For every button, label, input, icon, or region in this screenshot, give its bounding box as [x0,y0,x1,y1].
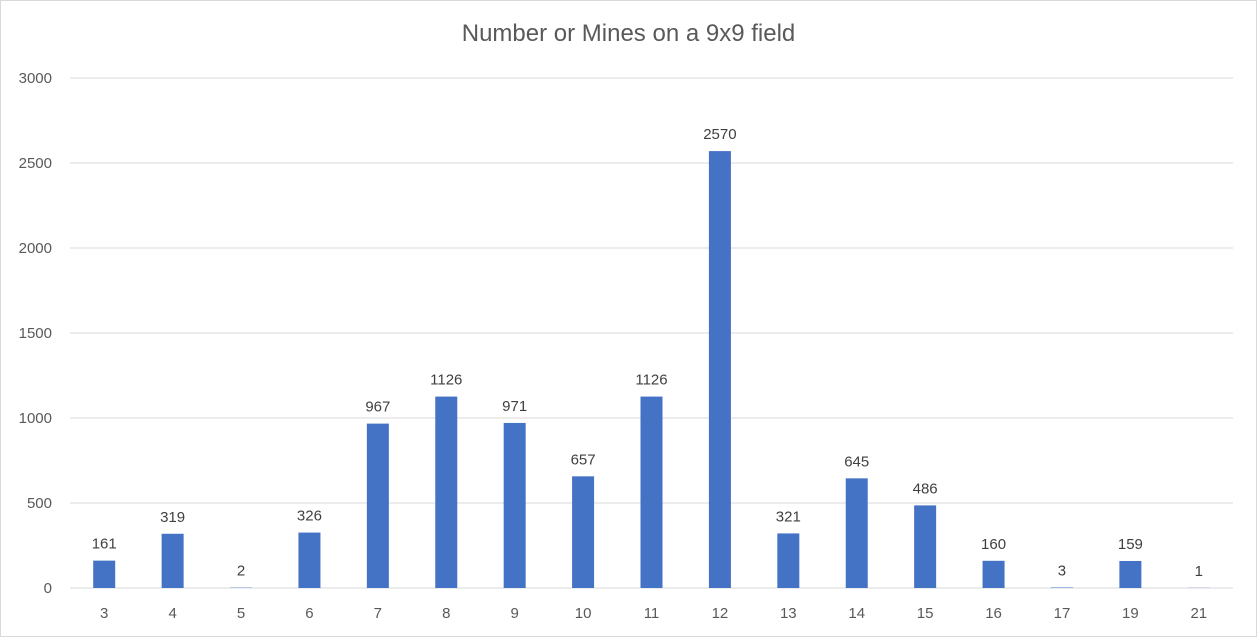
x-tick-label: 13 [780,605,797,622]
x-tick-label: 7 [374,605,382,622]
data-label: 2570 [703,126,736,143]
data-label: 1126 [635,372,667,389]
x-tick-label: 6 [305,605,313,622]
data-label: 160 [981,536,1006,553]
bar [366,423,389,588]
x-tick-label: 17 [1054,605,1071,622]
bar [161,533,184,588]
bar [1119,560,1142,588]
y-axis-ticks: 0 500 1000 1500 2000 2500 3000 [19,70,52,597]
y-tick-label: 0 [44,580,52,597]
y-tick-label: 1000 [19,410,52,427]
x-tick-label: 16 [985,605,1002,622]
x-tick-label: 9 [511,605,519,622]
x-tick-label: 12 [712,605,729,622]
x-tick-label: 10 [575,605,592,622]
data-label: 3 [1058,562,1066,579]
y-tick-label: 2000 [19,240,52,257]
bar [640,396,663,588]
bar [982,560,1005,588]
y-tick-label: 500 [27,495,52,512]
data-labels: 161 319 2 326 967 1126 971 657 1126 2570 321 645 486… [92,126,1203,580]
data-label: 159 [1118,536,1143,553]
data-label: 326 [297,508,322,525]
data-label: 967 [365,399,390,416]
data-label: 971 [502,398,527,415]
bar [914,505,937,588]
data-label: 657 [571,451,596,468]
x-tick-label: 5 [237,605,245,622]
data-label: 2 [237,563,245,580]
x-tick-label: 4 [168,605,176,622]
data-label: 161 [92,536,117,553]
bar [708,151,731,588]
data-label: 1126 [430,372,462,389]
x-tick-label: 8 [442,605,450,622]
bars [93,151,1210,588]
chart-title: Number or Mines on a 9x9 field [461,20,796,47]
x-axis-ticks: 3 4 5 6 7 8 9 10 11 12 13 14 15 16 17 19 21 [100,605,1207,622]
data-label: 319 [160,509,185,526]
x-tick-label: 14 [848,605,865,622]
y-tick-label: 1500 [19,325,52,342]
bar [572,476,595,588]
x-tick-label: 15 [917,605,934,622]
data-label: 486 [913,480,938,497]
y-tick-label: 2500 [19,155,52,172]
y-tick-label: 3000 [19,70,52,87]
bar [845,478,868,588]
x-tick-label: 19 [1122,605,1139,622]
x-tick-label: 21 [1190,605,1207,622]
data-label: 321 [776,508,801,525]
data-label: 1 [1195,563,1203,580]
data-label: 645 [844,453,869,470]
bar [435,396,458,588]
bar [1050,587,1073,588]
x-tick-label: 11 [644,605,660,622]
x-tick-label: 3 [100,605,108,622]
bar [298,532,321,588]
bar [777,533,800,588]
bar [503,422,526,588]
bar [93,560,116,588]
